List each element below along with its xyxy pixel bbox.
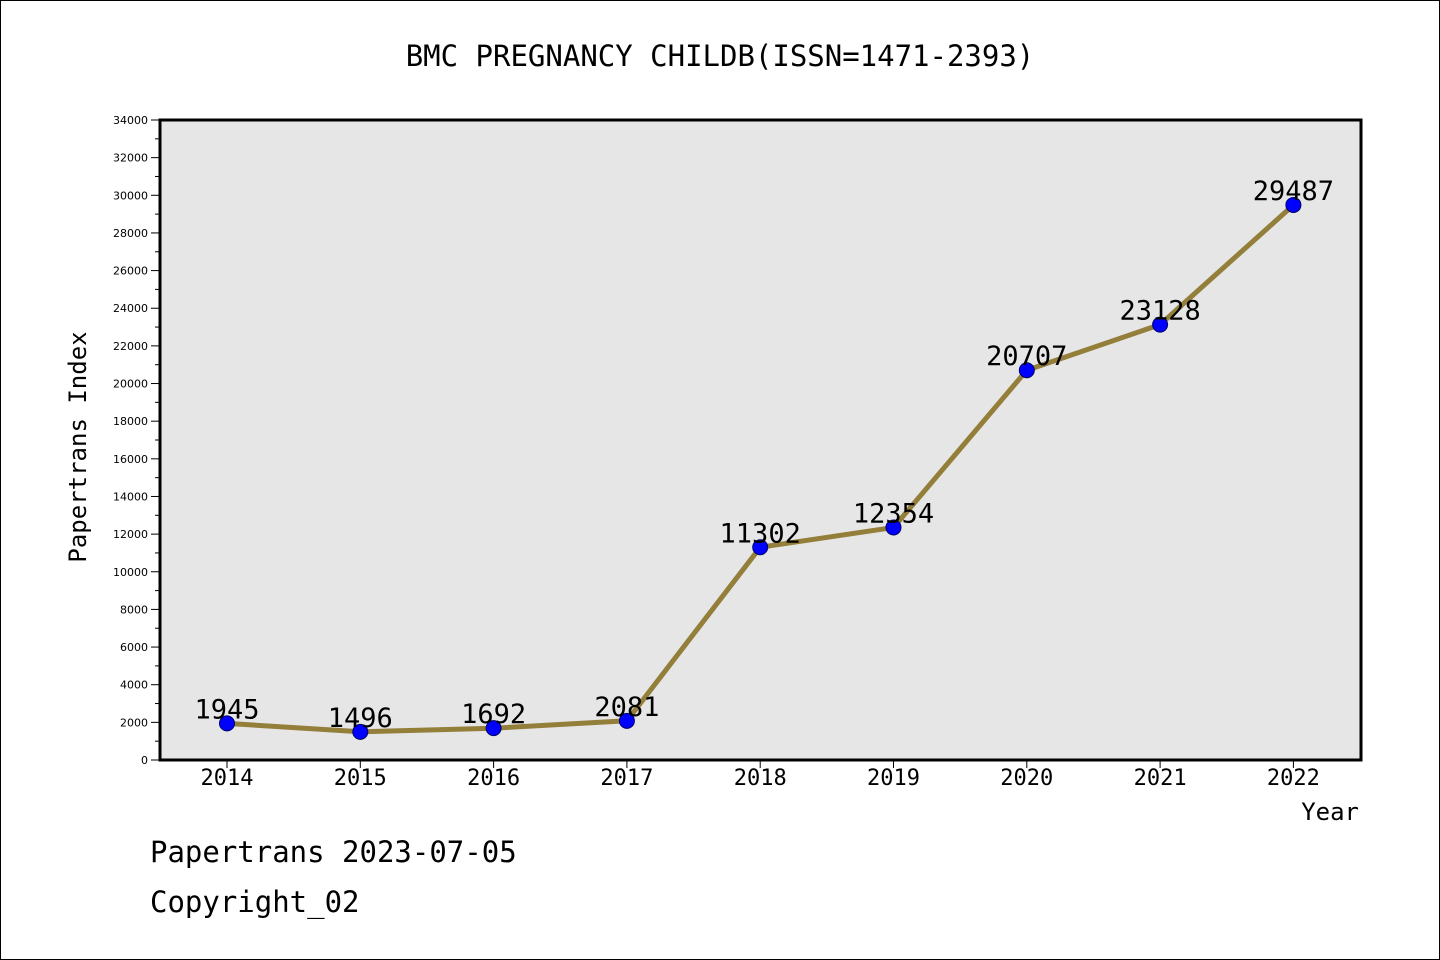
x-tick-label: 2016 <box>467 766 520 791</box>
copyright-text: Copyright_02 <box>150 885 360 919</box>
x-tick-label: 2018 <box>734 766 787 791</box>
data-label: 23128 <box>1119 296 1200 327</box>
y-tick-label: 12000 <box>113 528 148 541</box>
y-tick-label: 6000 <box>120 641 148 654</box>
y-tick-label: 24000 <box>113 302 148 315</box>
data-label: 1945 <box>194 694 259 725</box>
data-point <box>752 539 769 556</box>
data-label: 11302 <box>720 518 801 549</box>
data-point <box>885 519 902 536</box>
y-tick-label: 10000 <box>113 566 148 579</box>
data-label: 1692 <box>461 699 526 730</box>
data-label: 1496 <box>328 703 393 734</box>
x-tick-label: 2020 <box>1000 766 1053 791</box>
series-layer: 1945 1496 1692 2081 11302 12354 20707 23128 2948… <box>194 176 1334 740</box>
y-tick-label: 4000 <box>120 679 148 692</box>
data-point <box>219 715 235 732</box>
y-tick-label: 20000 <box>113 378 148 391</box>
chart-title: BMC PREGNANCY CHILDB(ISSN=1471-2393) <box>406 39 1035 73</box>
y-axis-label: Papertrans Index <box>64 331 92 562</box>
x-tick-label: 2019 <box>867 766 920 791</box>
y-tick-label: 30000 <box>113 189 148 202</box>
x-tick-label: 2014 <box>201 766 254 791</box>
y-tick-label: 18000 <box>113 415 148 428</box>
y-tick-label: 28000 <box>113 227 148 240</box>
x-axis-label: Year <box>1301 798 1359 826</box>
data-point <box>1285 196 1302 213</box>
x-axis-ticks: 2014 2015 2016 2017 2018 2019 2020 2021 2022 <box>201 760 1320 791</box>
data-label: 2081 <box>594 692 659 723</box>
plot-area <box>158 118 1363 762</box>
y-axis-ticks: 0 2000 4000 6000 8000 10000 12000 14000 16000 180… <box>113 114 160 767</box>
y-tick-label: 22000 <box>113 340 148 353</box>
data-point <box>618 712 635 729</box>
y-tick-label: 34000 <box>113 114 148 127</box>
data-point <box>352 723 369 740</box>
y-tick-label: 0 <box>141 754 148 767</box>
y-tick-label: 26000 <box>113 265 148 278</box>
y-tick-label: 8000 <box>120 603 148 616</box>
x-tick-label: 2015 <box>334 766 387 791</box>
x-tick-label: 2021 <box>1134 766 1187 791</box>
x-tick-label: 2022 <box>1267 766 1320 791</box>
data-point <box>485 720 502 737</box>
y-tick-label: 2000 <box>120 716 148 729</box>
y-tick-label: 16000 <box>113 453 148 466</box>
data-label: 20707 <box>986 341 1067 372</box>
x-tick-label: 2017 <box>600 766 653 791</box>
data-point <box>1152 316 1169 333</box>
data-label: 29487 <box>1253 176 1334 207</box>
data-point <box>1018 362 1035 379</box>
y-tick-label: 32000 <box>113 152 148 165</box>
data-label: 12354 <box>853 498 934 529</box>
source-date-text: Papertrans 2023-07-05 <box>150 835 517 869</box>
y-tick-label: 14000 <box>113 490 148 503</box>
